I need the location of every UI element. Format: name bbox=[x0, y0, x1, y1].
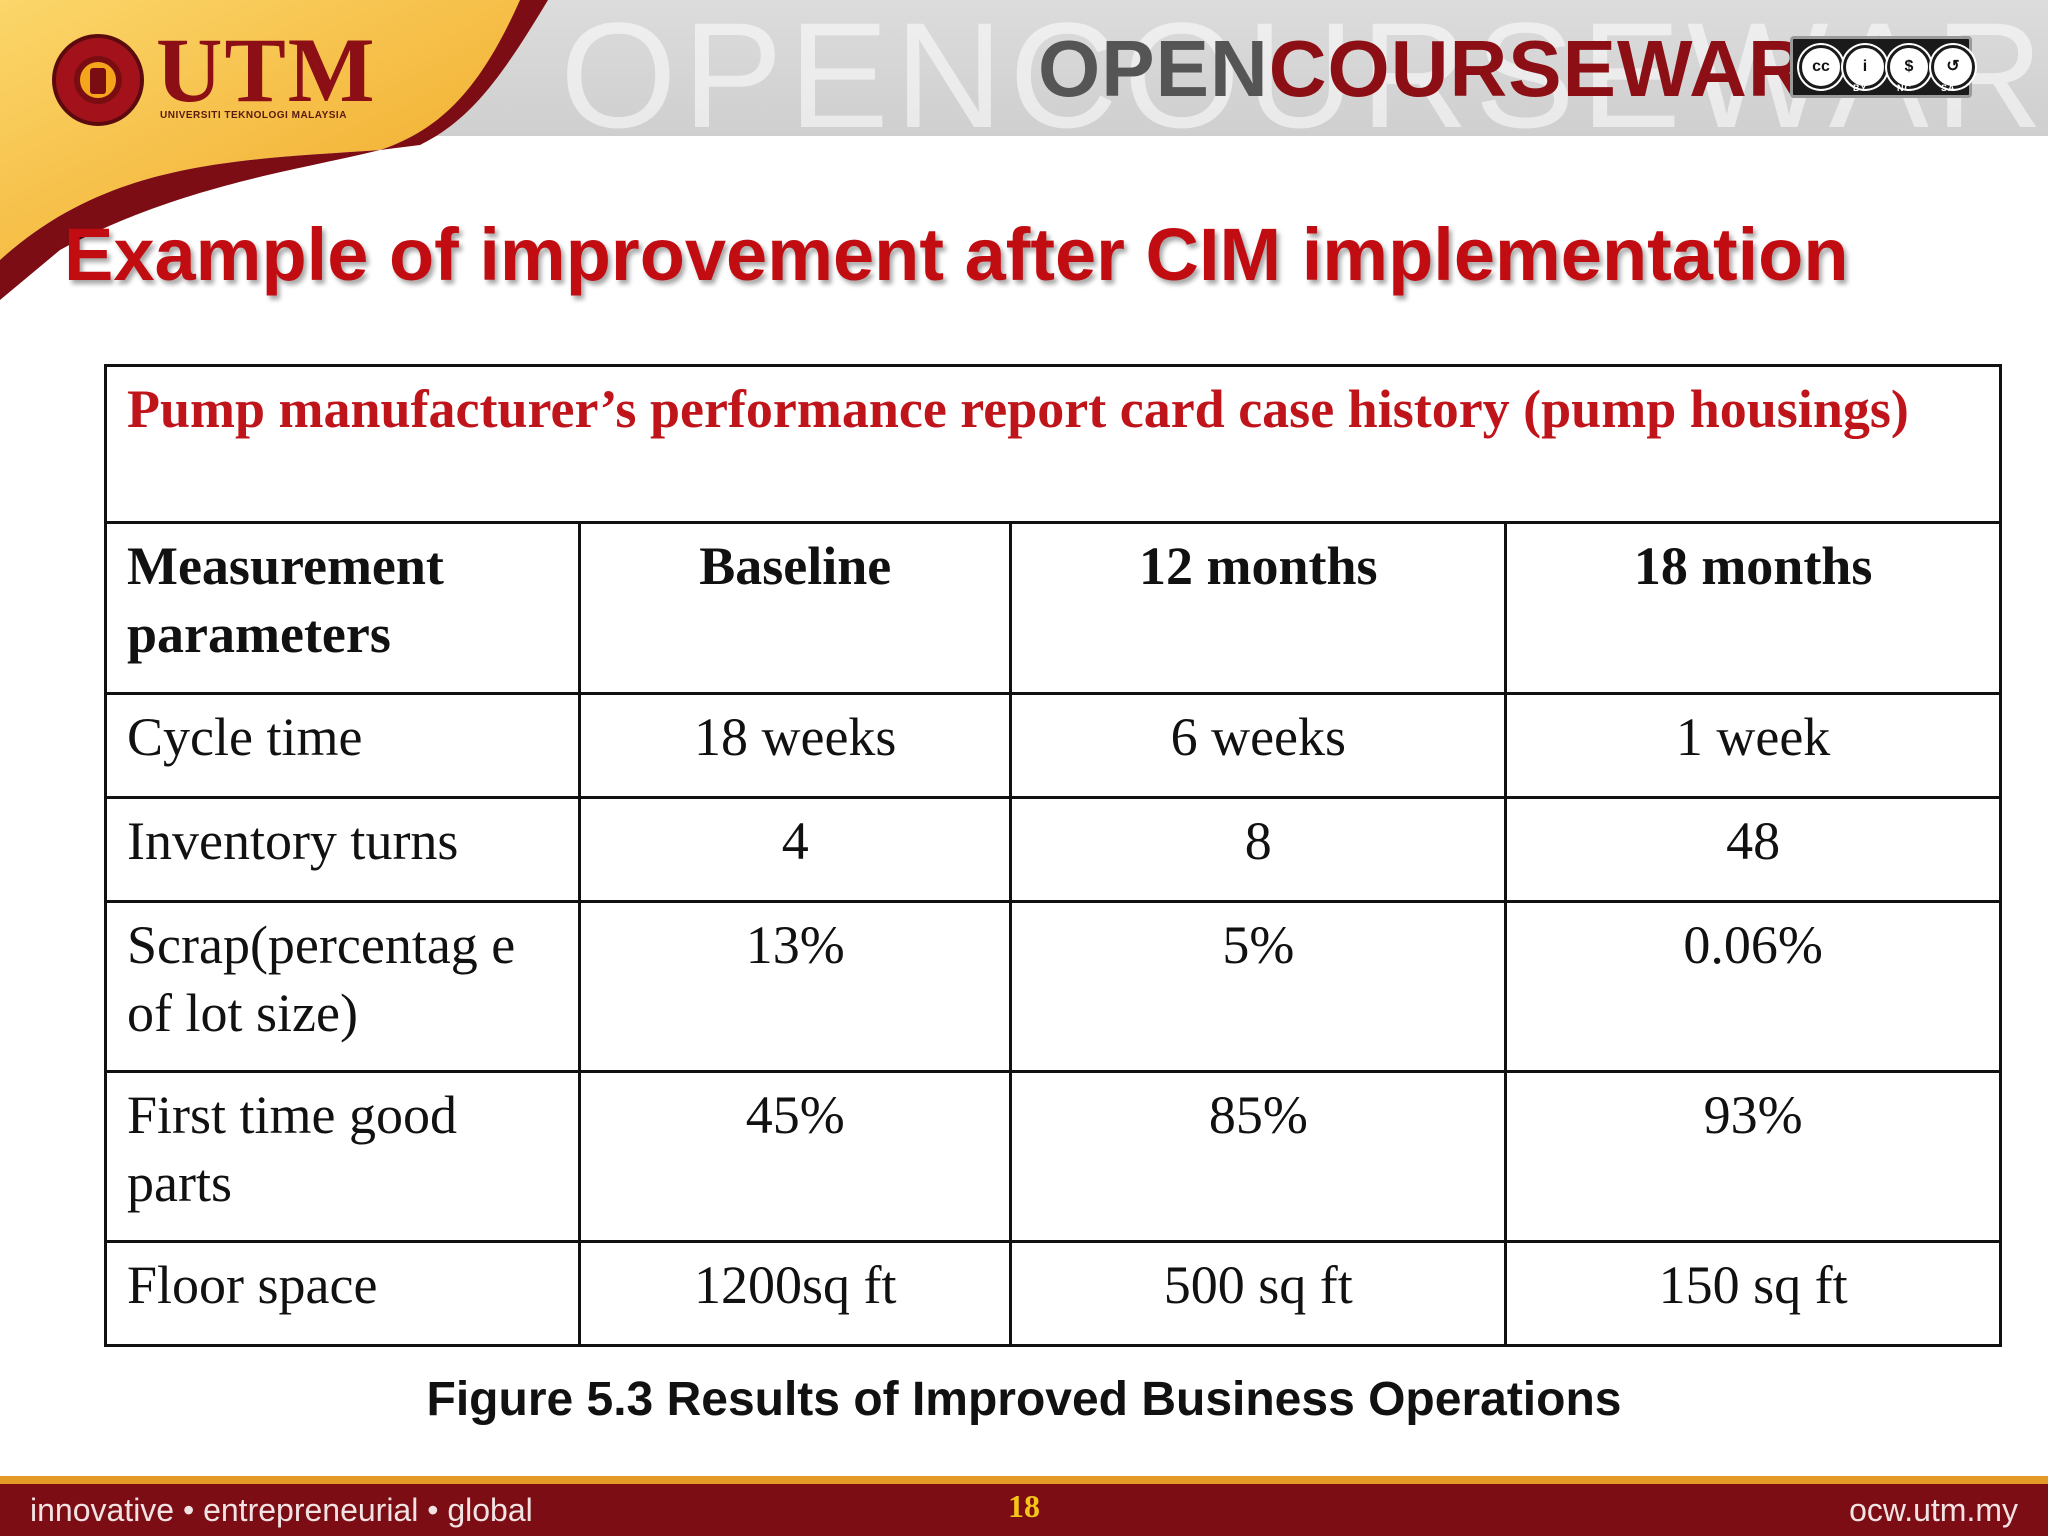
license-by: BY bbox=[1853, 83, 1868, 93]
table-cell: 93% bbox=[1504, 1070, 2002, 1243]
page-number: 18 bbox=[1008, 1488, 1040, 1524]
table-cell: Floor space bbox=[104, 1240, 581, 1347]
brand-open: OPEN bbox=[1038, 24, 1269, 113]
table-cell: 6 weeks bbox=[1009, 692, 1508, 799]
table-cell: Scrap(percentag e of lot size) bbox=[104, 900, 581, 1073]
column-header: 18 months bbox=[1504, 521, 2002, 695]
utm-logo-text: UTM bbox=[156, 19, 377, 121]
table-cell: Cycle time bbox=[104, 692, 581, 799]
page-title: Example of improvement after CIM impleme… bbox=[64, 213, 1849, 296]
footer-bar: innovative • entrepreneurial • global 18… bbox=[0, 1484, 2048, 1536]
utm-logo-subtitle: UNIVERSITI TEKNOLOGI MALAYSIA bbox=[160, 110, 347, 121]
table-cell: 0.06% bbox=[1504, 900, 2002, 1073]
table-cell: Inventory turns bbox=[104, 796, 581, 903]
table-cell: 48 bbox=[1504, 796, 2002, 903]
table-cell: 18 weeks bbox=[577, 692, 1013, 799]
footer-accent-line bbox=[0, 1476, 2048, 1484]
performance-table: Pump manufacturer’s performance report c… bbox=[104, 364, 2002, 1347]
table-row: Scrap(percentag e of lot size) 13% 5% 0.… bbox=[104, 900, 2002, 1073]
table-cell: 85% bbox=[1009, 1070, 1508, 1243]
table-cell: First time good parts bbox=[104, 1070, 581, 1243]
table-cell: 1200sq ft bbox=[577, 1240, 1013, 1347]
column-header: Measurement parameters bbox=[104, 521, 581, 695]
footer-url[interactable]: ocw.utm.my bbox=[1849, 1492, 2018, 1528]
table-cell: 150 sq ft bbox=[1504, 1240, 2002, 1347]
license-sa: SA bbox=[1941, 83, 1956, 93]
license-nc: NC bbox=[1897, 83, 1912, 93]
table-header-row: Measurement parameters Baseline 12 month… bbox=[104, 521, 2002, 695]
creative-commons-icon: cc i $ ↺ BY NC SA bbox=[1790, 36, 1975, 98]
table-cell: 13% bbox=[577, 900, 1013, 1073]
table-cell: 8 bbox=[1009, 796, 1508, 903]
footer-tagline: innovative • entrepreneurial • global bbox=[30, 1492, 533, 1528]
table-row: First time good parts 45% 85% 93% bbox=[104, 1070, 2002, 1243]
table-caption: Pump manufacturer’s performance report c… bbox=[104, 364, 2002, 524]
column-header: 12 months bbox=[1009, 521, 1508, 695]
table-row: Cycle time 18 weeks 6 weeks 1 week bbox=[104, 692, 2002, 799]
brand-courseware: COURSEWARE bbox=[1268, 24, 1861, 113]
table-caption-row: Pump manufacturer’s performance report c… bbox=[104, 364, 2002, 524]
by-circle: i bbox=[1843, 45, 1887, 89]
cc-circle: cc bbox=[1799, 45, 1843, 89]
column-header: Baseline bbox=[577, 521, 1013, 695]
nc-circle: $ bbox=[1887, 45, 1931, 89]
table-cell: 45% bbox=[577, 1070, 1013, 1243]
table-cell: 500 sq ft bbox=[1009, 1240, 1508, 1347]
utm-logo: UTM UNIVERSITI TEKNOLOGI MALAYSIA bbox=[52, 24, 375, 130]
table-cell: 5% bbox=[1009, 900, 1508, 1073]
table-cell: 4 bbox=[577, 796, 1013, 903]
sa-circle: ↺ bbox=[1931, 45, 1975, 89]
opencourseware-brand: OPENCOURSEWARE bbox=[1038, 24, 1861, 114]
table-cell: 1 week bbox=[1504, 692, 2002, 799]
figure-caption: Figure 5.3 Results of Improved Business … bbox=[426, 1373, 1622, 1426]
table-row: Floor space 1200sq ft 500 sq ft 150 sq f… bbox=[104, 1240, 2002, 1347]
utm-emblem-icon bbox=[52, 34, 144, 126]
table-row: Inventory turns 4 8 48 bbox=[104, 796, 2002, 903]
